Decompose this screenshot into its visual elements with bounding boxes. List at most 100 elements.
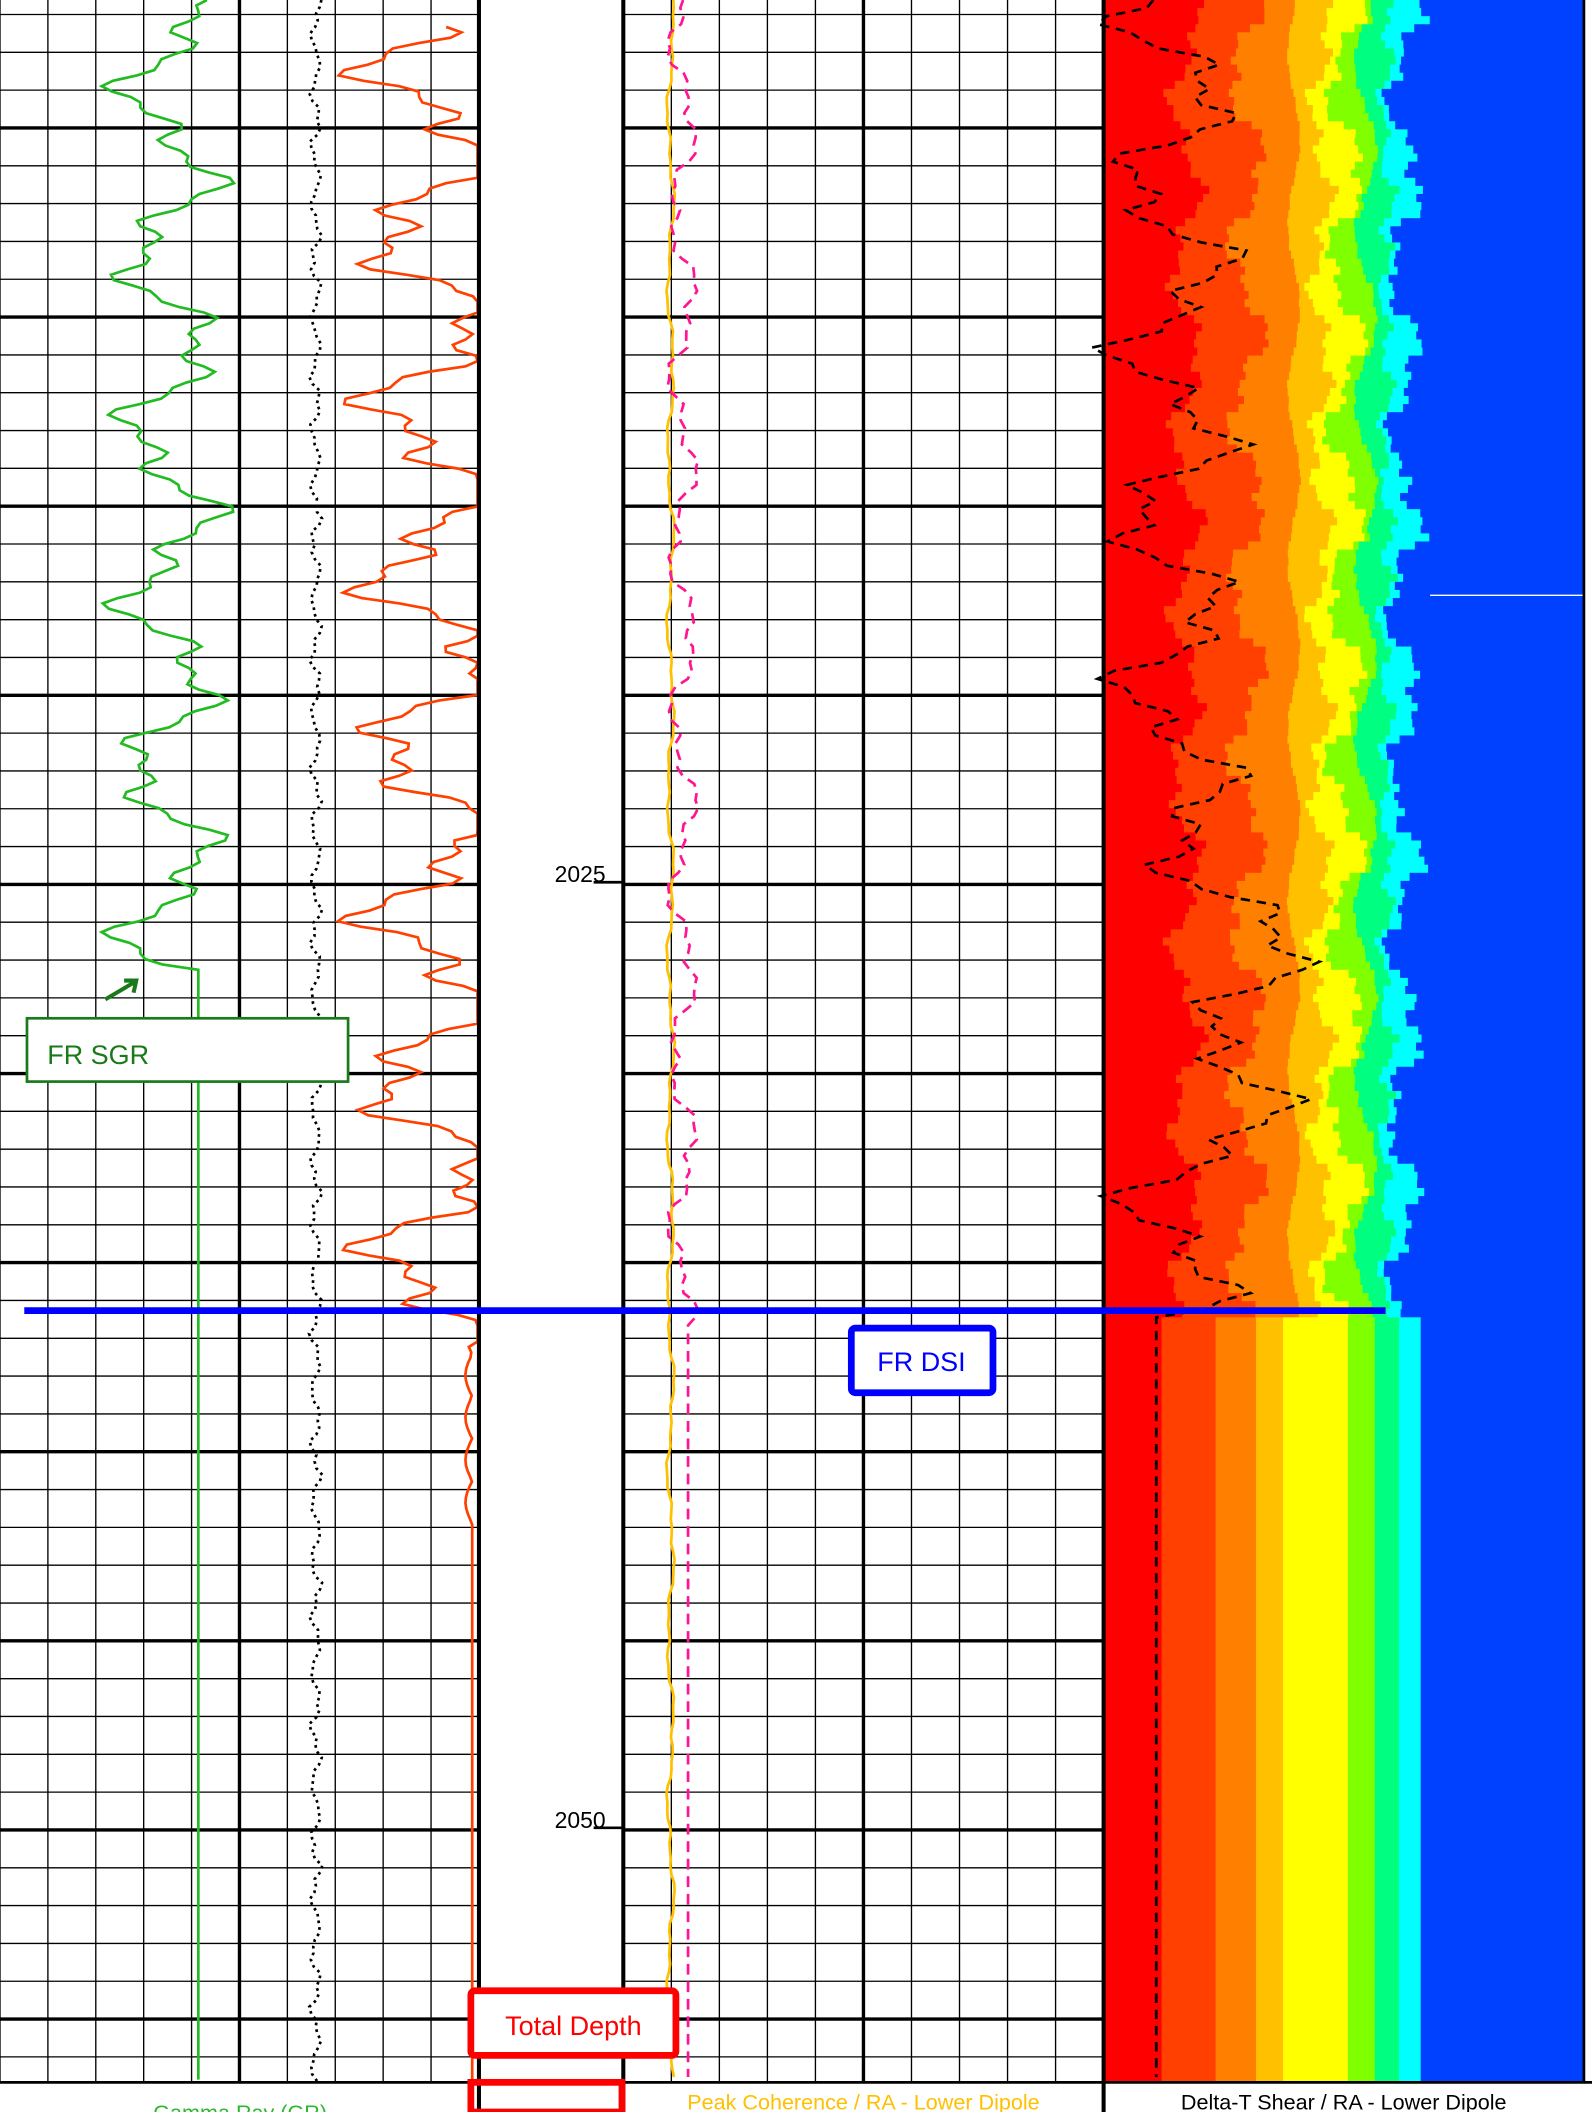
image-cell — [1381, 622, 1388, 632]
image-cell — [1309, 945, 1330, 955]
image-cell — [1321, 501, 1356, 510]
image-cell — [1289, 24, 1328, 33]
image-cell — [1202, 1220, 1246, 1230]
image-cell — [1420, 1955, 1584, 1965]
image-cell — [1324, 759, 1358, 769]
image-cell — [1104, 1648, 1163, 1658]
image-cell — [1256, 1592, 1284, 1601]
image-cell — [1189, 396, 1245, 405]
image-cell — [1420, 1640, 1584, 1650]
image-cell — [1420, 1527, 1584, 1537]
image-cell — [1104, 1802, 1163, 1811]
image-cell — [1389, 396, 1410, 405]
image-cell — [1347, 1842, 1376, 1852]
image-cell — [1420, 1600, 1584, 1609]
image-cell — [1288, 719, 1331, 729]
image-cell — [1349, 872, 1362, 882]
image-cell — [1354, 24, 1363, 33]
image-cell — [1104, 1212, 1194, 1221]
image-cell — [1399, 1519, 1422, 1529]
image-cell — [1287, 565, 1329, 575]
image-cell — [1314, 226, 1330, 236]
image-cell — [1260, 137, 1300, 147]
image-cell — [1405, 1204, 1584, 1213]
image-cell — [1404, 808, 1584, 817]
image-cell — [1353, 1066, 1383, 1076]
image-cell — [1234, 1252, 1290, 1262]
image-cell — [1382, 808, 1406, 817]
image-cell — [1161, 2036, 1217, 2046]
annotation-box — [847, 1324, 997, 1397]
image-cell — [1347, 2052, 1376, 2062]
image-cell — [1399, 1034, 1423, 1044]
image-cell — [1376, 808, 1383, 817]
image-cell — [1380, 751, 1388, 761]
image-cell — [1406, 1212, 1584, 1221]
image-cell — [1283, 1777, 1349, 1787]
image-cell — [1314, 1074, 1330, 1084]
image-cell — [1215, 1858, 1257, 1868]
image-cell — [1175, 598, 1239, 607]
image-cell — [1400, 880, 1584, 890]
image-cell — [1289, 371, 1333, 381]
image-cell — [1104, 193, 1204, 203]
image-cell — [1104, 1293, 1177, 1302]
image-cell — [1256, 1689, 1284, 1698]
image-cell — [1104, 1551, 1163, 1561]
image-cell — [1283, 2052, 1349, 2062]
image-cell — [1347, 1406, 1376, 1415]
image-cell — [1183, 921, 1241, 931]
image-cell — [1265, 1179, 1298, 1189]
image-cell — [1357, 250, 1391, 260]
image-cell — [1389, 581, 1396, 591]
image-cell — [1230, 56, 1288, 66]
image-cell — [1104, 1446, 1163, 1456]
image-cell — [1340, 404, 1355, 413]
image-cell — [1256, 1640, 1284, 1650]
image-cell — [1256, 1422, 1284, 1432]
image-cell — [1215, 1333, 1257, 1343]
image-cell — [1399, 64, 1584, 74]
image-cell — [1332, 614, 1370, 623]
image-cell — [1420, 1551, 1584, 1561]
image-cell — [1420, 1559, 1584, 1569]
image-cell — [1194, 678, 1259, 688]
image-cell — [1396, 1066, 1584, 1076]
image-cell — [1414, 24, 1584, 33]
image-cell — [1289, 1050, 1331, 1060]
image-cell — [1338, 1034, 1361, 1044]
image-cell — [1374, 1487, 1400, 1496]
image-cell — [1177, 1099, 1231, 1108]
image-cell — [1215, 1414, 1257, 1424]
image-cell — [1161, 1988, 1217, 1997]
image-cell — [1385, 1284, 1392, 1294]
image-cell — [1104, 2036, 1163, 2046]
image-cell — [1347, 1567, 1376, 1577]
image-cell — [1283, 1333, 1349, 1343]
image-cell — [1161, 1689, 1217, 1698]
image-cell — [1339, 921, 1357, 931]
image-cell — [1267, 840, 1297, 850]
image-cell — [1104, 339, 1195, 349]
image-cell — [1297, 323, 1332, 333]
image-cell — [1374, 2036, 1400, 2046]
image-cell — [1420, 1398, 1584, 1407]
image-cell — [1362, 1284, 1387, 1294]
image-cell — [1371, 452, 1390, 462]
image-cell — [1399, 1729, 1422, 1739]
image-cell — [1347, 468, 1376, 478]
image-cell — [1289, 743, 1312, 753]
image-cell — [1376, 606, 1384, 615]
image-cell — [1104, 1939, 1163, 1949]
image-cell — [1235, 48, 1288, 58]
image-cell — [1203, 193, 1253, 203]
image-cell — [1104, 525, 1201, 535]
image-cell — [1381, 299, 1391, 308]
image-cell — [1321, 218, 1339, 227]
image-cell — [1399, 2004, 1422, 2013]
image-cell — [1327, 573, 1334, 583]
image-cell — [1374, 1390, 1400, 1399]
image-cell — [1300, 1155, 1318, 1165]
image-cell — [1298, 452, 1320, 462]
image-cell — [1104, 1341, 1163, 1351]
